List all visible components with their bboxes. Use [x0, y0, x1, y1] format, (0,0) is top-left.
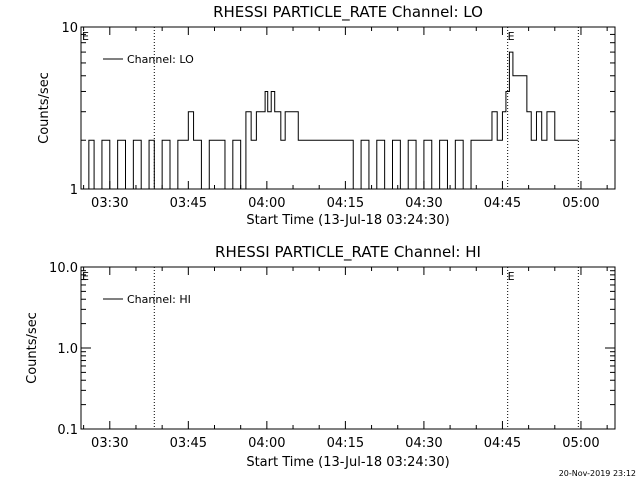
x-tick-label: 03:45	[170, 436, 207, 451]
y-axis-label: Counts/sec	[37, 72, 52, 144]
y-tick-label: 10	[61, 21, 78, 36]
plot-frame	[80, 266, 616, 430]
x-tick-label: 04:45	[484, 196, 521, 211]
x-tick-label: 03:45	[170, 196, 207, 211]
legend-entry: Channel: LO	[127, 53, 194, 66]
x-axis-label: Start Time (13-Jul-18 03:24:30)	[246, 455, 449, 470]
y-tick-label: 1.0	[57, 342, 78, 357]
y-tick-label: 10.0	[49, 261, 78, 276]
event-marker: E	[82, 30, 89, 43]
y-tick-label: 1	[70, 183, 78, 198]
chart-title: RHESSI PARTICLE_RATE Channel: HI	[215, 243, 481, 262]
event-lines	[153, 267, 579, 429]
x-tick-label: 04:30	[405, 436, 442, 451]
plot-frame	[80, 26, 616, 190]
y-axis-label: Counts/sec	[25, 312, 40, 384]
x-tick-label: 04:15	[327, 196, 364, 211]
event-marker: E	[508, 30, 515, 43]
y-tick-label: 0.1	[57, 423, 78, 438]
x-axis-label: Start Time (13-Jul-18 03:24:30)	[246, 213, 449, 228]
x-tick-label: 04:45	[484, 436, 521, 451]
x-tick-label: 03:30	[91, 436, 128, 451]
x-ticks: 03:30 03:45 04:00 04:15 04:30 04:45 05:00	[83, 27, 608, 211]
x-tick-label: 04:00	[248, 436, 285, 451]
chart-title: RHESSI PARTICLE_RATE Channel: LO	[213, 3, 483, 22]
event-marker: E	[508, 270, 515, 283]
event-marker: E	[82, 270, 89, 283]
x-tick-label: 04:15	[327, 436, 364, 451]
series-line-lo	[81, 51, 579, 190]
x-tick-label: 04:00	[248, 196, 285, 211]
y-ticks: 0.1 1.0 10.0	[49, 261, 615, 438]
event-lines	[153, 27, 579, 189]
x-tick-label: 05:00	[562, 436, 599, 451]
footer-timestamp: 20-Nov-2019 23:12	[559, 469, 636, 478]
panel-lo: RHESSI PARTICLE_RATE Channel: LO 03:30 03…	[37, 3, 616, 228]
x-tick-label: 03:30	[91, 196, 128, 211]
x-tick-label: 05:00	[562, 196, 599, 211]
panel-hi: RHESSI PARTICLE_RATE Channel: HI 03:30 03…	[25, 243, 616, 470]
x-tick-label: 04:30	[405, 196, 442, 211]
legend-entry: Channel: HI	[127, 293, 191, 306]
x-ticks: 03:30 03:45 04:00 04:15 04:30 04:45 05:00	[83, 267, 608, 451]
y-ticks: 1 10	[61, 21, 615, 198]
